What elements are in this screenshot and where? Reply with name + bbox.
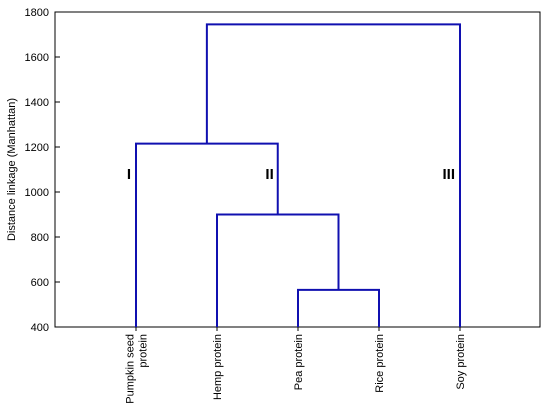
y-tick-label: 600: [31, 277, 49, 289]
y-tick-label: 1400: [25, 97, 49, 109]
cluster-label: I: [127, 166, 131, 183]
y-axis-title: Distance linkage (Manhattan): [6, 98, 18, 241]
y-tick-label: 400: [31, 322, 49, 334]
dendrogram-link: [135, 142, 279, 327]
y-tick-label: 1200: [25, 142, 49, 154]
y-tick-label: 1000: [25, 187, 49, 199]
leaf-label: Pumpkin seedprotein: [125, 334, 150, 404]
y-tick-label: 1800: [25, 7, 49, 19]
leaf-label: Hemp protein: [212, 334, 224, 400]
leaf-label: Soy protein: [455, 334, 467, 390]
y-tick-label: 800: [31, 232, 49, 244]
cluster-label: II: [265, 166, 273, 183]
dendrogram-link: [205, 23, 461, 327]
cluster-label: III: [442, 166, 455, 183]
dendrogram-link: [297, 288, 380, 327]
dendrogram-link: [216, 213, 340, 327]
leaf-label: Pea protein: [293, 334, 305, 390]
y-tick-label: 1600: [25, 52, 49, 64]
leaf-label: Rice protein: [374, 334, 386, 393]
